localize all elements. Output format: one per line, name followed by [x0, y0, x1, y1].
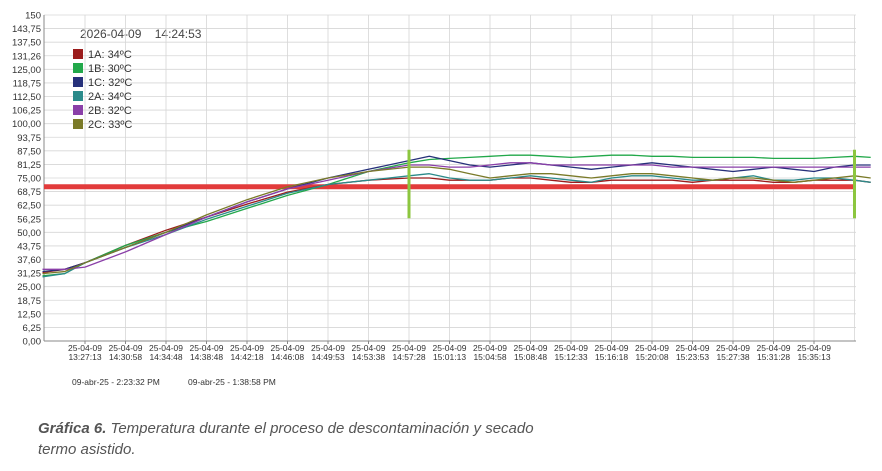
- legend-label: 1B: 30ºC: [88, 63, 132, 75]
- y-tick-label: 131,26: [12, 51, 41, 62]
- x-tick-time: 15:08:48: [514, 352, 547, 362]
- x-tick-date: 25-04-09: [311, 343, 345, 353]
- caption-text: Temperatura durante el proceso de descon…: [38, 420, 534, 458]
- y-tick-label: 37,60: [17, 255, 41, 266]
- figure-caption: Gráfica 6. Temperatura durante el proces…: [38, 418, 558, 460]
- y-tick-label: 43,75: [17, 241, 41, 252]
- y-tick-label: 118,75: [13, 78, 41, 89]
- series-lines: [42, 154, 871, 278]
- series-line-3: [42, 155, 871, 273]
- x-tick-date: 25-04-09: [270, 343, 304, 353]
- y-tick-label: 100,00: [12, 119, 41, 130]
- legend-swatch: [73, 91, 83, 101]
- y-axis: 0,00 6,25 12,50 18,75 25,00 31,25 37,60 43,75 50…: [12, 11, 45, 348]
- y-tick-label: 112,50: [13, 92, 41, 103]
- y-tick-label: 75,00: [17, 174, 41, 185]
- x-tick-date: 25-04-09: [716, 343, 750, 353]
- x-tick-date: 25-04-09: [756, 343, 790, 353]
- legend-label: 1A: 34ºC: [88, 49, 132, 61]
- series-line-6: [42, 166, 871, 275]
- y-tick-label: 68,75: [17, 187, 41, 198]
- legend-label: 1C: 32ºC: [88, 77, 132, 89]
- legend-swatch: [73, 105, 83, 115]
- x-tick-time: 14:46:08: [271, 352, 304, 362]
- series-line-4: [42, 173, 871, 278]
- x-tick-date: 25-04-09: [594, 343, 628, 353]
- legend-swatch: [73, 119, 83, 129]
- y-tick-label: 93,75: [17, 133, 41, 144]
- x-tick-date: 25-04-09: [230, 343, 264, 353]
- series-line-5: [42, 162, 871, 270]
- y-tick-label: 6,25: [23, 323, 42, 334]
- legend-swatch: [73, 63, 83, 73]
- x-tick-date: 25-04-09: [351, 343, 385, 353]
- x-tick-time: 15:04:58: [473, 352, 506, 362]
- x-tick-date: 25-04-09: [189, 343, 223, 353]
- x-tick-time: 15:01:13: [433, 352, 466, 362]
- y-tick-label: 143,75: [12, 24, 41, 35]
- x-tick-time: 14:53:38: [352, 352, 385, 362]
- x-tick-time: 15:16:18: [595, 352, 628, 362]
- temperature-chart: 2026-04-09 14:24:53 0,00 6,25 12,50 18,75 25…: [12, 11, 871, 387]
- y-tick-label: 0,00: [23, 337, 42, 348]
- x-tick-date: 25-04-09: [554, 343, 588, 353]
- x-tick-time: 13:27:13: [68, 352, 101, 362]
- x-tick-date: 25-04-09: [432, 343, 466, 353]
- series-line-1: [42, 177, 871, 274]
- marker-lines: [407, 149, 856, 219]
- x-tick-time: 15:20:08: [635, 352, 668, 362]
- x-tick-date: 25-04-09: [108, 343, 142, 353]
- y-tick-label: 87,50: [17, 146, 41, 157]
- legend-swatch: [73, 77, 83, 87]
- y-tick-label: 50,00: [17, 228, 41, 239]
- y-tick-label: 25,00: [17, 282, 41, 293]
- y-tick-label: 150: [25, 11, 41, 22]
- legend-label: 2A: 34ºC: [88, 91, 132, 103]
- x-tick-time: 14:57:28: [392, 352, 425, 362]
- x-tick-time: 14:42:18: [230, 352, 263, 362]
- legend: 1A: 34ºC 1B: 30ºC 1C: 32ºC 2A: 34ºC 2B: 32ºC…: [73, 49, 132, 131]
- legend-label: 2C: 33ºC: [88, 119, 132, 131]
- y-tick-label: 106,25: [12, 106, 41, 117]
- x-tick-date: 25-04-09: [797, 343, 831, 353]
- x-axis: 25-04-0913:27:1325-04-0914:30:5825-04-09…: [44, 340, 856, 362]
- y-tick-label: 12,50: [17, 309, 41, 320]
- x-tick-date: 25-04-09: [149, 343, 183, 353]
- series-line-2: [42, 154, 871, 277]
- x-tick-time: 14:49:53: [311, 352, 344, 362]
- x-tick-time: 15:27:38: [716, 352, 749, 362]
- footer-left-time: 09-abr-25 - 2:23:32 PM: [72, 377, 160, 387]
- legend-swatch: [73, 49, 83, 59]
- y-tick-label: 125,00: [12, 65, 41, 76]
- y-tick-label: 56,25: [17, 214, 41, 225]
- x-tick-time: 15:12:33: [554, 352, 587, 362]
- x-tick-date: 25-04-09: [635, 343, 669, 353]
- caption-label: Gráfica 6.: [38, 420, 107, 437]
- x-tick-date: 25-04-09: [68, 343, 102, 353]
- x-tick-date: 25-04-09: [513, 343, 547, 353]
- timestamp-annotation: 2026-04-09 14:24:53: [80, 27, 202, 41]
- x-tick-time: 14:38:48: [190, 352, 223, 362]
- x-tick-time: 15:31:28: [757, 352, 790, 362]
- y-tick-label: 137,50: [12, 38, 41, 49]
- y-tick-label: 18,75: [17, 296, 41, 307]
- legend-label: 2B: 32ºC: [88, 105, 132, 117]
- x-tick-time: 15:23:53: [676, 352, 709, 362]
- x-tick-time: 14:34:48: [149, 352, 182, 362]
- x-tick-date: 25-04-09: [675, 343, 709, 353]
- y-tick-label: 31,25: [17, 269, 41, 280]
- y-tick-label: 62,50: [17, 201, 41, 212]
- x-tick-time: 15:35:13: [797, 352, 830, 362]
- x-tick-date: 25-04-09: [473, 343, 507, 353]
- x-tick-time: 14:30:58: [109, 352, 142, 362]
- footer-right-time: 09-abr-25 - 1:38:58 PM: [188, 377, 276, 387]
- y-tick-label: 81,25: [17, 160, 41, 171]
- x-tick-date: 25-04-09: [392, 343, 426, 353]
